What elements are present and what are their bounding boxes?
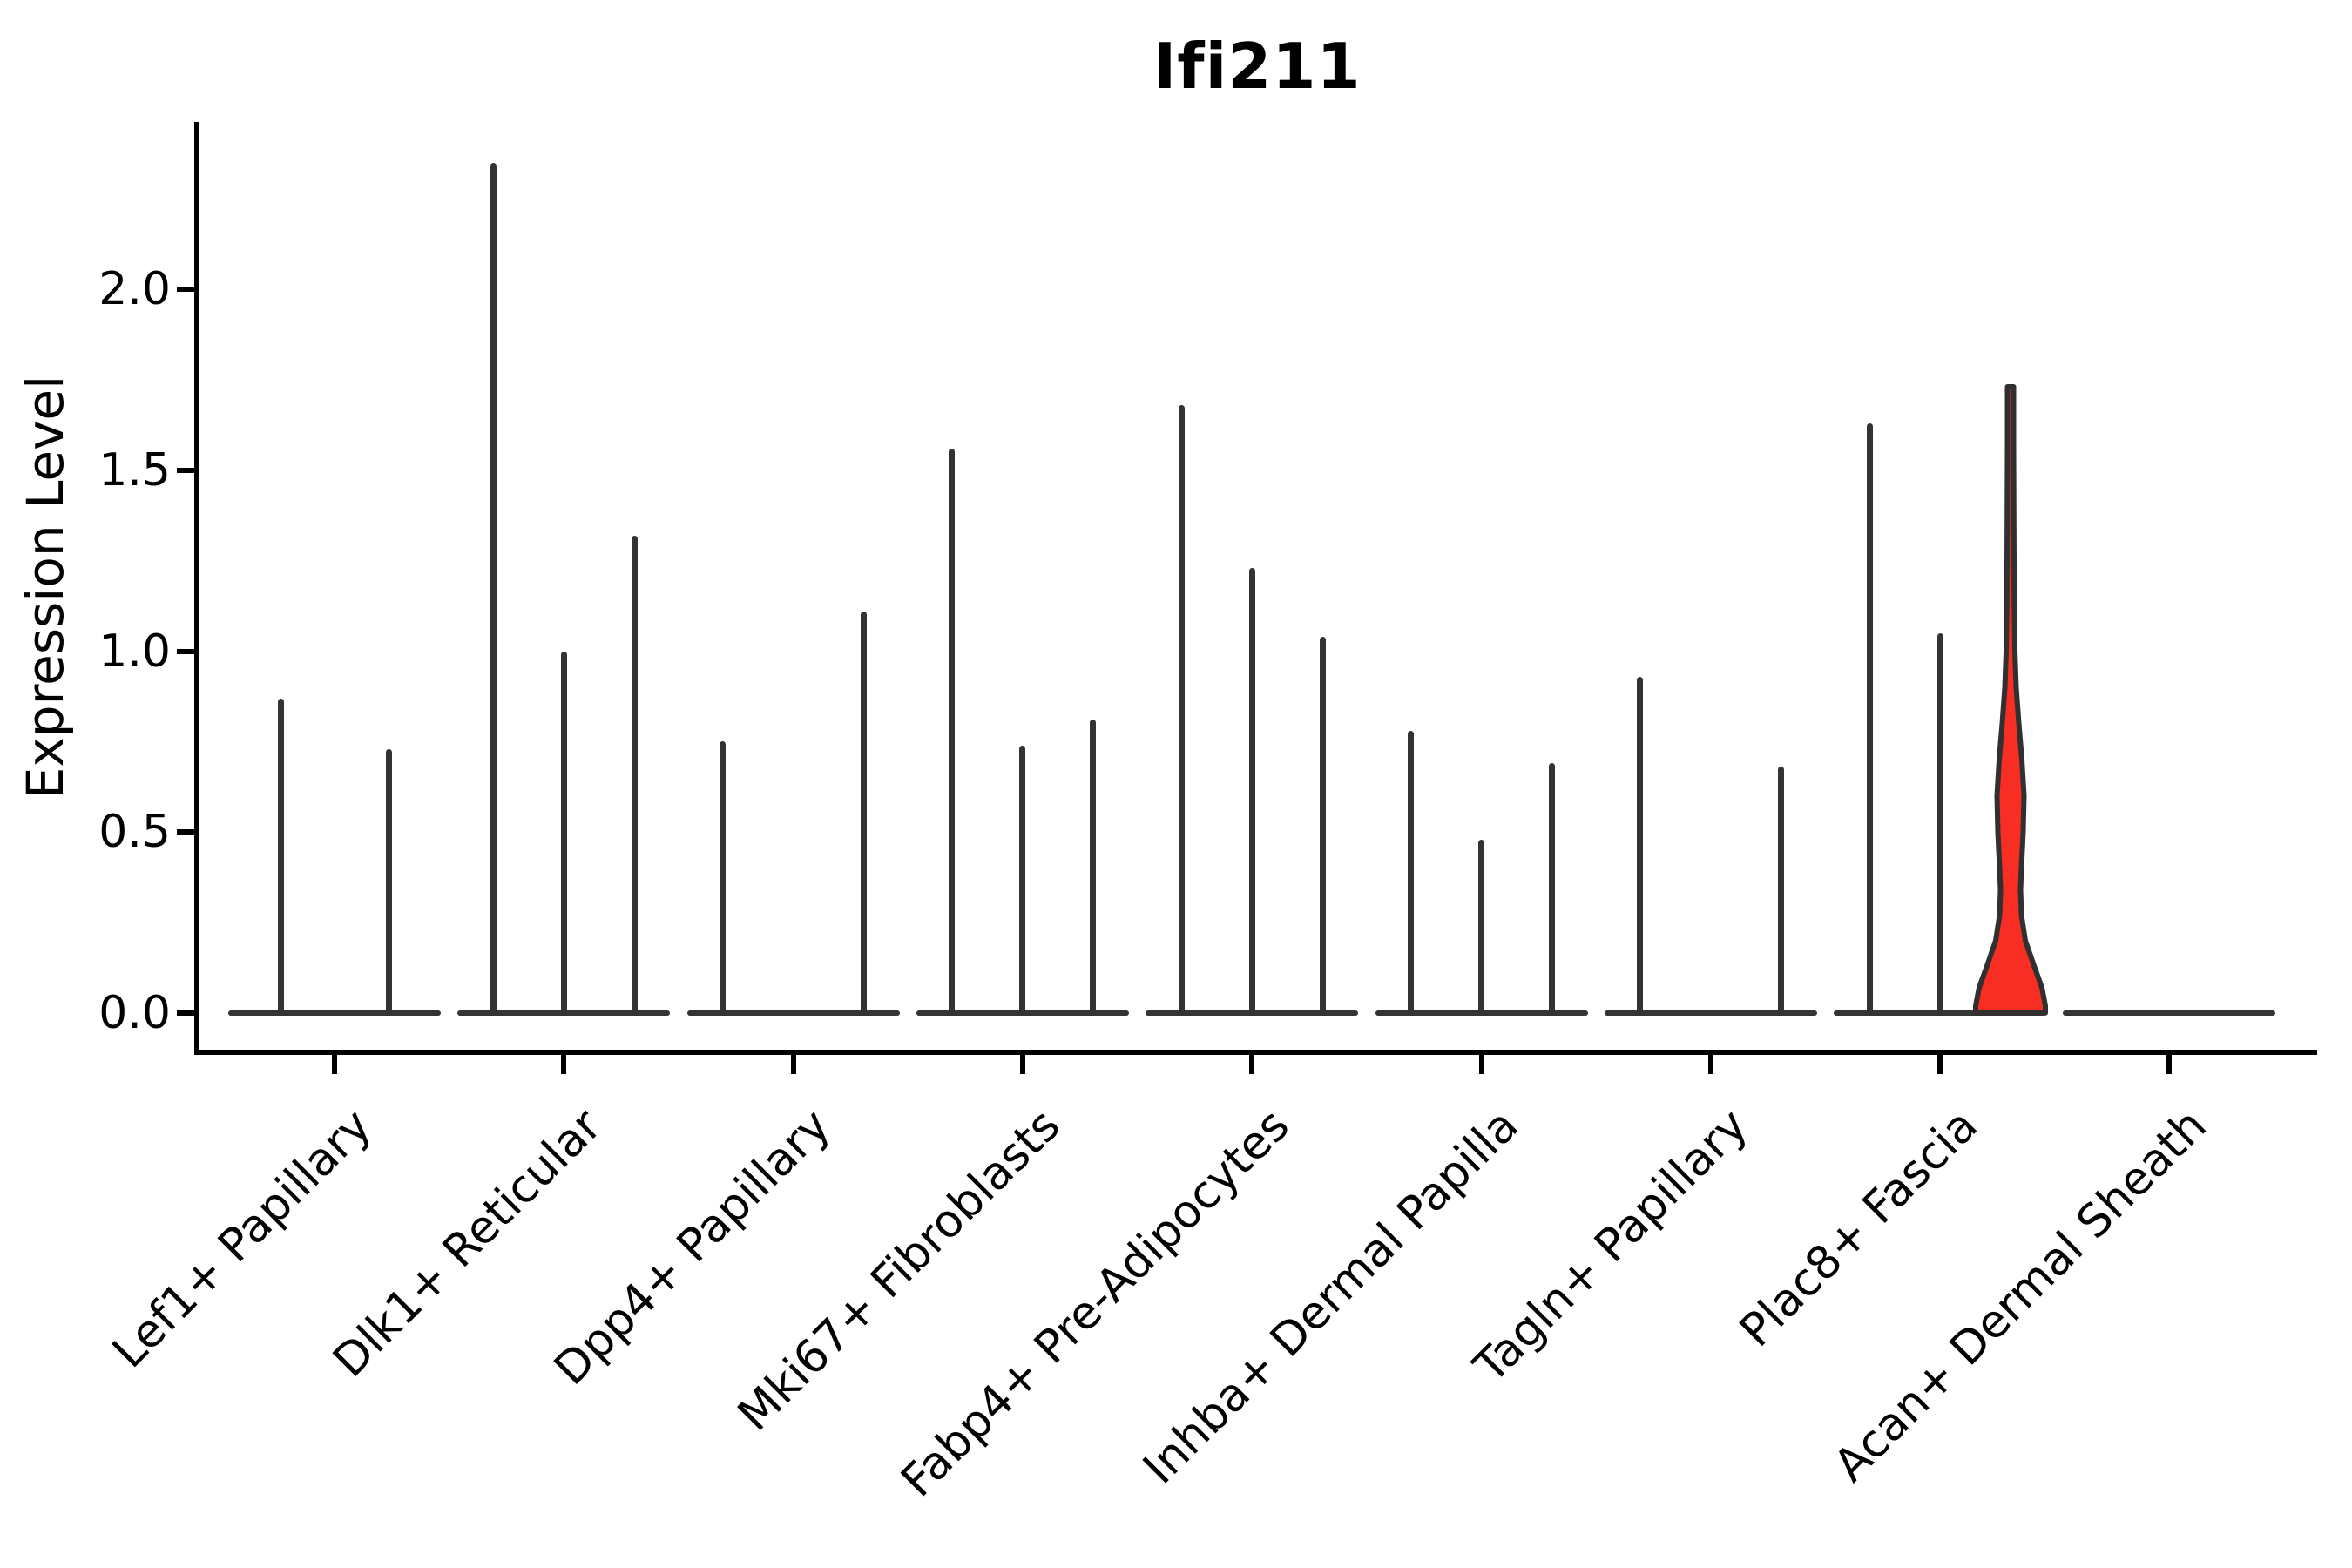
y-axis-spine <box>194 122 199 1055</box>
y-tick-mark <box>177 1010 194 1016</box>
highlighted-violin-shape <box>1973 384 2049 1016</box>
x-tick-mark <box>2166 1055 2173 1074</box>
x-tick-mark <box>1707 1055 1713 1074</box>
plot-title: Ifi211 <box>1152 30 1362 103</box>
y-tick-label: 2.0 <box>98 263 171 315</box>
violin-spike <box>1549 763 1555 1016</box>
violin-spike <box>1778 767 1785 1016</box>
y-tick-label: 1.0 <box>98 625 171 678</box>
violin-spike <box>1637 676 1644 1016</box>
y-tick-mark <box>177 287 194 292</box>
x-tick-label: Fabp4+ Pre-Adipocytes <box>891 1099 1300 1508</box>
x-axis-spine <box>194 1050 2317 1055</box>
y-tick-mark <box>177 829 194 835</box>
violin-spike <box>490 162 497 1016</box>
violin-spike <box>1936 632 1943 1016</box>
x-tick-mark <box>790 1055 796 1074</box>
violin-spike <box>1248 567 1255 1016</box>
x-tick-mark <box>1019 1055 1025 1074</box>
violin-spike <box>560 651 567 1016</box>
violin-spike <box>1866 422 1873 1016</box>
x-tick-label: Acan+ Dermal Sheath <box>1824 1099 2217 1492</box>
violin-baseline <box>686 1010 900 1016</box>
violin-spike <box>949 448 956 1016</box>
violin-spike <box>1478 839 1484 1016</box>
y-tick-label: 0.5 <box>98 806 171 859</box>
violin-spike <box>720 741 727 1016</box>
y-tick-mark <box>177 467 194 473</box>
highlighted-violin <box>1973 384 2049 1016</box>
violin-spike <box>1090 720 1097 1016</box>
y-tick-label: 1.5 <box>98 443 171 497</box>
violin-baseline <box>2063 1010 2276 1016</box>
x-tick-mark <box>332 1055 337 1074</box>
x-tick-label: Plac8+ Fascia <box>1729 1099 1988 1357</box>
violin-spike <box>277 698 284 1016</box>
x-tick-mark <box>561 1055 567 1074</box>
violin-spike <box>1408 730 1414 1016</box>
violin-spike <box>1019 745 1026 1016</box>
violin-spike <box>861 611 868 1016</box>
y-tick-label: 0.0 <box>98 987 171 1039</box>
x-tick-mark <box>1478 1055 1484 1074</box>
violin-spike <box>385 748 392 1016</box>
violin-spike <box>1319 636 1326 1016</box>
violin-baseline <box>1604 1010 1817 1016</box>
x-tick-label: Inhba+ Dermal Papilla <box>1133 1099 1529 1495</box>
x-tick-mark <box>1249 1055 1255 1074</box>
violin-baseline <box>228 1010 441 1016</box>
violin-spike <box>631 535 638 1016</box>
violin-spike <box>1178 404 1185 1016</box>
x-tick-mark <box>1937 1055 1943 1074</box>
y-tick-mark <box>177 648 194 654</box>
